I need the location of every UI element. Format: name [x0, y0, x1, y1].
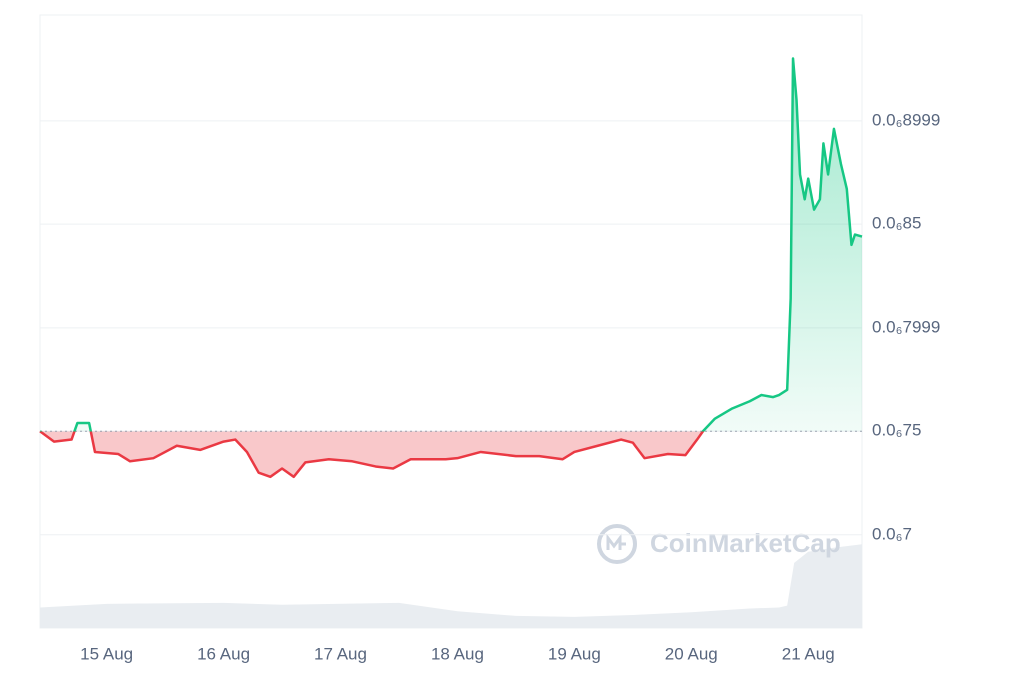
x-tick-label: 17 Aug — [314, 644, 367, 663]
x-tick-label: 15 Aug — [80, 644, 133, 663]
y-tick-label: 0.0₆7 — [872, 524, 912, 543]
volume-area — [40, 544, 862, 628]
price-area — [40, 58, 862, 477]
watermark-text: CoinMarketCap — [650, 528, 841, 558]
y-tick-label: 0.0₆8999 — [872, 110, 940, 129]
price-line — [39, 57, 863, 479]
x-tick-label: 18 Aug — [431, 644, 484, 663]
x-tick-label: 16 Aug — [197, 644, 250, 663]
x-tick-label: 20 Aug — [665, 644, 718, 663]
y-tick-label: 0.0₆75 — [872, 421, 921, 440]
y-tick-label: 0.0₆85 — [872, 214, 921, 233]
x-tick-label: 19 Aug — [548, 644, 601, 663]
y-tick-label: 0.0₆7999 — [872, 317, 940, 336]
x-tick-label: 21 Aug — [782, 644, 835, 663]
watermark — [597, 524, 637, 564]
